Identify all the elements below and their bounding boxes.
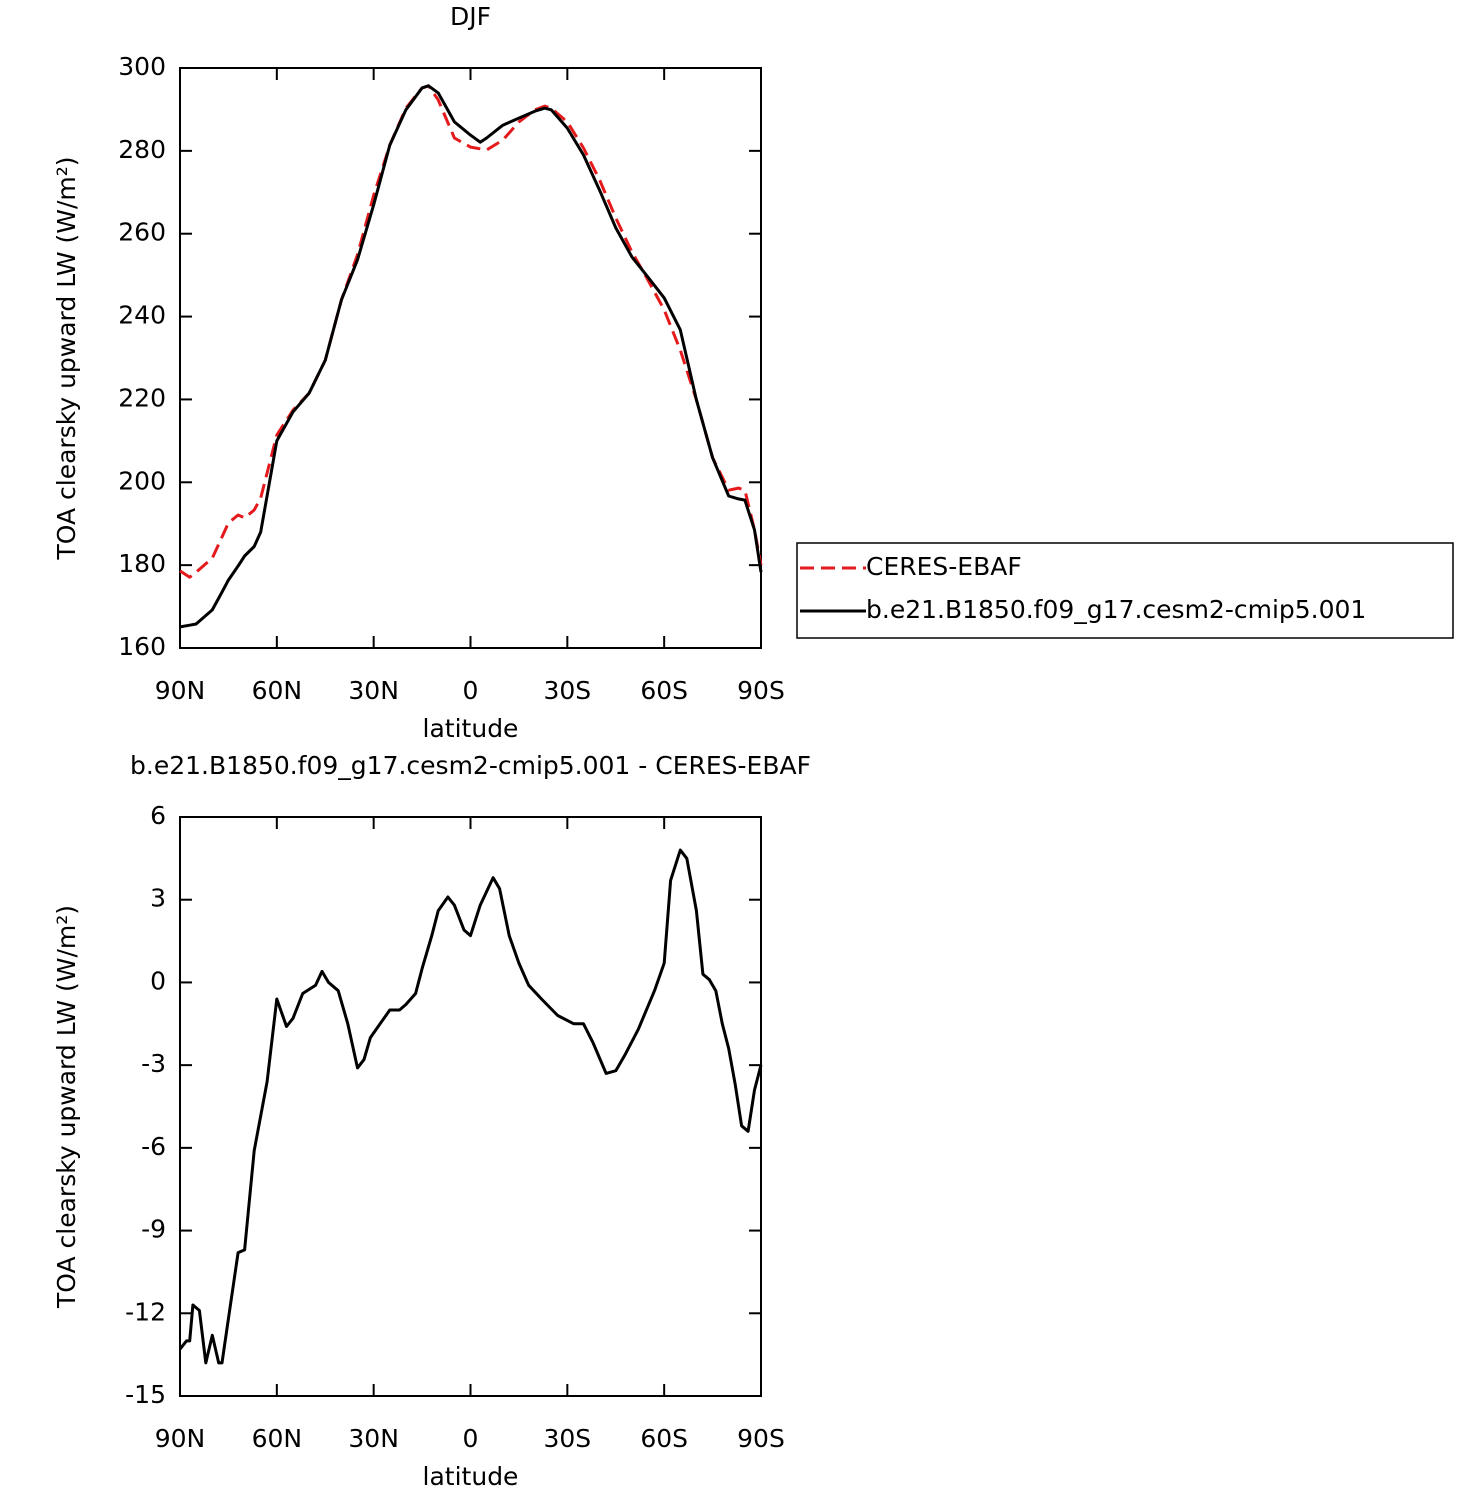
legend-box: [796, 542, 1454, 639]
x-tick-label: 30N: [348, 1424, 399, 1453]
y-tick-label: 220: [118, 383, 166, 412]
chart-title: DJF: [450, 2, 491, 31]
legend-label: b.e21.B1850.f09_g17.cesm2-cmip5.001: [866, 595, 1366, 624]
y-tick-label: 260: [118, 218, 166, 247]
x-tick-label: 30S: [543, 1424, 591, 1453]
y-tick-label: -3: [141, 1049, 166, 1078]
x-tick-label: 0: [463, 1424, 479, 1453]
y-tick-label: 3: [150, 884, 166, 913]
x-tick-label: 30N: [348, 676, 399, 705]
y-tick-label: -15: [125, 1380, 166, 1409]
x-tick-label: 60N: [252, 676, 303, 705]
y-tick-label: -6: [141, 1132, 166, 1161]
y-tick-label: 300: [118, 52, 166, 81]
y-tick-label: 160: [118, 632, 166, 661]
chart-title: b.e21.B1850.f09_g17.cesm2-cmip5.001 - CE…: [130, 751, 811, 780]
x-tick-label: 60N: [252, 1424, 303, 1453]
x-tick-label: 90S: [737, 1424, 785, 1453]
y-tick-label: 6: [150, 801, 166, 830]
x-axis-label: latitude: [423, 1462, 519, 1491]
plot-frame: [179, 816, 762, 1397]
x-tick-label: 90N: [155, 1424, 206, 1453]
plot-frame: [179, 67, 762, 649]
y-tick-label: 240: [118, 301, 166, 330]
y-tick-label: -9: [141, 1215, 166, 1244]
data-line: [179, 84, 763, 629]
y-axis-label: TOA clearsky upward LW (W/m²): [52, 905, 81, 1309]
x-tick-label: 90N: [155, 676, 206, 705]
y-tick-label: 0: [150, 966, 166, 995]
data-line: [179, 84, 763, 579]
y-tick-label: 280: [118, 135, 166, 164]
x-tick-label: 0: [463, 676, 479, 705]
x-tick-label: 60S: [640, 676, 688, 705]
x-tick-label: 90S: [737, 676, 785, 705]
y-tick-label: 180: [118, 549, 166, 578]
data-line: [178, 848, 763, 1365]
x-tick-label: 60S: [640, 1424, 688, 1453]
legend-label: CERES-EBAF: [866, 552, 1022, 581]
y-tick-label: -12: [125, 1297, 166, 1326]
x-axis-label: latitude: [423, 714, 519, 743]
x-tick-label: 30S: [543, 676, 591, 705]
y-tick-label: 200: [118, 466, 166, 495]
y-axis-label: TOA clearsky upward LW (W/m²): [52, 156, 81, 560]
